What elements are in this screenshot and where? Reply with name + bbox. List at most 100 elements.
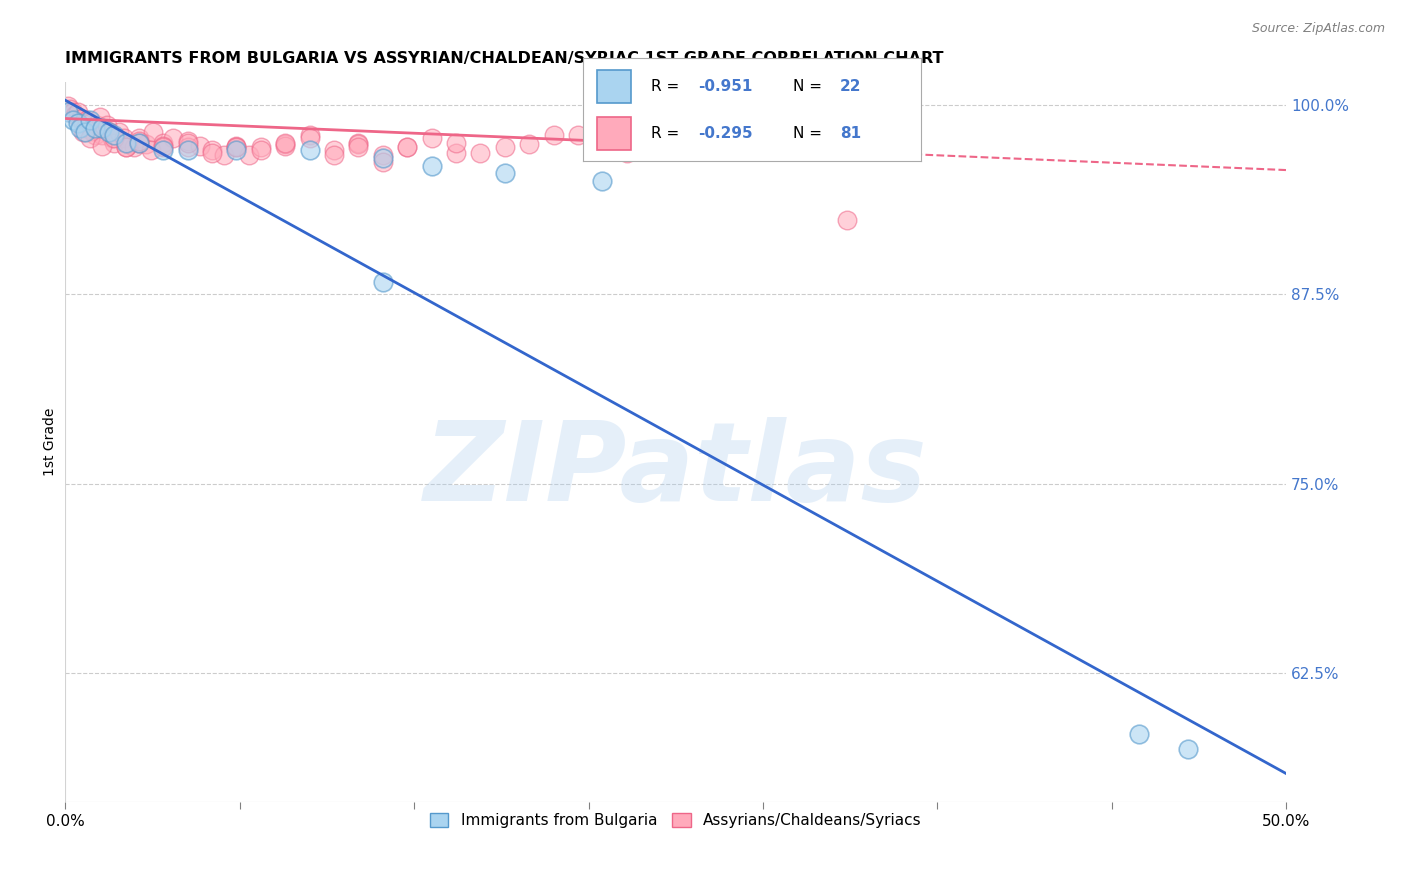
Point — [396, 140, 419, 154]
Point — [420, 159, 443, 173]
Bar — [598, 70, 631, 103]
Point — [152, 140, 174, 154]
Point — [592, 174, 614, 188]
Point — [162, 131, 184, 145]
Point — [323, 144, 346, 158]
Point — [517, 137, 540, 152]
Point — [323, 148, 346, 162]
Point — [128, 131, 150, 145]
Point — [103, 128, 125, 143]
Point — [98, 125, 121, 139]
Point — [73, 125, 96, 139]
Point — [176, 136, 198, 150]
Point — [298, 144, 321, 158]
Point — [371, 275, 394, 289]
Point — [115, 140, 138, 154]
Point — [56, 99, 79, 113]
Point — [225, 144, 247, 158]
Point — [665, 137, 688, 152]
Point — [66, 105, 89, 120]
Point — [298, 131, 321, 145]
Point — [689, 137, 711, 152]
Point — [238, 148, 260, 162]
Point — [69, 120, 91, 135]
Point — [347, 136, 370, 150]
Point — [371, 148, 394, 162]
Point — [347, 140, 370, 154]
Point — [128, 134, 150, 148]
Point — [89, 110, 111, 124]
Point — [91, 138, 114, 153]
Point — [83, 128, 105, 143]
Point — [444, 146, 467, 161]
Point — [176, 140, 198, 154]
Point — [543, 128, 565, 143]
Point — [62, 105, 84, 120]
Point — [420, 131, 443, 145]
Point — [494, 166, 516, 180]
Text: 22: 22 — [839, 79, 862, 95]
Point — [56, 105, 79, 120]
Point — [176, 134, 198, 148]
Text: ZIPatlas: ZIPatlas — [423, 417, 928, 524]
Point — [91, 128, 114, 143]
Point — [152, 138, 174, 153]
Point — [567, 128, 589, 143]
Point — [73, 120, 96, 135]
Point — [371, 155, 394, 169]
Point — [103, 131, 125, 145]
Text: N =: N = — [793, 127, 827, 142]
Point — [128, 136, 150, 150]
Point — [59, 103, 82, 117]
Point — [152, 136, 174, 150]
Point — [79, 131, 101, 145]
Point — [62, 113, 84, 128]
Point — [66, 116, 89, 130]
Point — [115, 140, 138, 154]
Point — [93, 122, 115, 136]
Point — [249, 140, 271, 154]
Point — [201, 144, 224, 158]
Point — [592, 140, 614, 154]
Point — [98, 125, 121, 139]
Point — [225, 138, 247, 153]
Point — [108, 125, 131, 139]
Text: -0.951: -0.951 — [699, 79, 752, 95]
Point — [188, 138, 211, 153]
Point — [274, 138, 297, 153]
Point — [347, 137, 370, 152]
Point — [139, 144, 162, 158]
Point — [63, 108, 86, 122]
Point — [176, 144, 198, 158]
Point — [786, 131, 808, 145]
Point — [96, 118, 118, 132]
Point — [212, 148, 235, 162]
Text: R =: R = — [651, 127, 685, 142]
Point — [79, 116, 101, 130]
Point — [274, 136, 297, 150]
Point — [616, 146, 638, 161]
Point — [142, 125, 165, 139]
Point — [713, 131, 735, 145]
Text: 81: 81 — [839, 127, 860, 142]
Point — [298, 128, 321, 143]
Point — [86, 118, 108, 132]
Point — [135, 137, 157, 152]
Text: -0.295: -0.295 — [699, 127, 752, 142]
Point — [103, 136, 125, 150]
Text: N =: N = — [793, 79, 827, 95]
Point — [470, 146, 492, 161]
Point — [444, 136, 467, 150]
Point — [835, 213, 858, 227]
Point — [82, 123, 104, 137]
Point — [69, 112, 91, 126]
Point — [112, 131, 135, 145]
Point — [249, 144, 271, 158]
Point — [122, 140, 145, 154]
Point — [72, 125, 94, 139]
Y-axis label: 1st Grade: 1st Grade — [44, 408, 58, 476]
Point — [83, 120, 105, 135]
Point — [225, 140, 247, 154]
Point — [72, 116, 94, 130]
Point — [115, 136, 138, 150]
